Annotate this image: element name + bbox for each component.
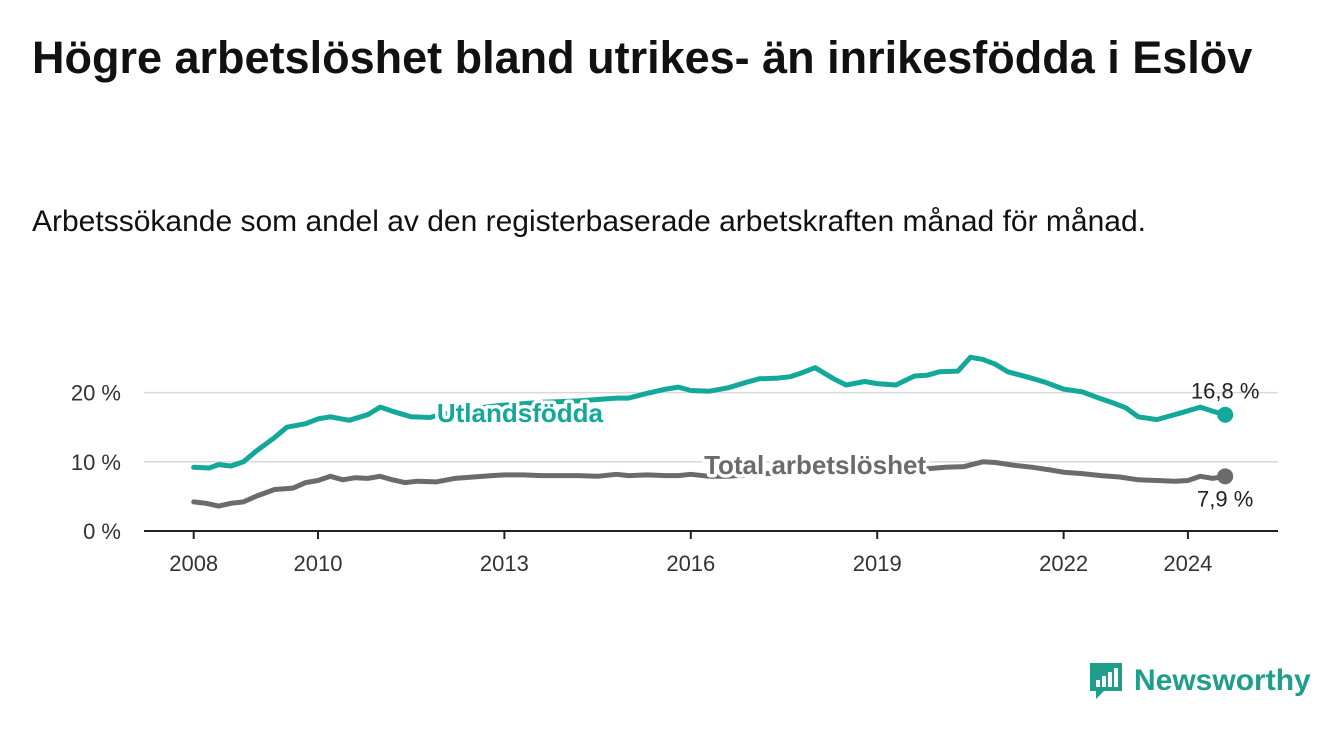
- y-tick-label: 10 %: [71, 450, 121, 475]
- series-end-marker-total-arbetsloshet: [1217, 468, 1234, 485]
- newsworthy-logo-icon: [1090, 663, 1122, 699]
- series-label-total-arbetsloshet: Total arbetslöshet: [704, 450, 926, 480]
- series-end-marker-utlandsfodda: [1217, 406, 1234, 423]
- x-tick-label: 2022: [1039, 551, 1088, 576]
- newsworthy-logo[interactable]: Newsworthy: [1088, 660, 1311, 702]
- series-label-utlandsfodda: Utlandsfödda: [437, 398, 604, 428]
- x-tick-label: 2019: [853, 551, 902, 576]
- x-tick-label: 2016: [666, 551, 715, 576]
- series-line-total-arbetsloshet: [191, 459, 1228, 509]
- series-end-label-utlandsfodda: 16,8 %: [1191, 379, 1260, 404]
- newsworthy-logo-text: Newsworthy: [1134, 664, 1311, 697]
- chart-subtitle: Arbetssökande som andel av den registerb…: [32, 205, 1146, 238]
- y-tick-label: 20 %: [71, 381, 121, 406]
- y-tick-label: 0 %: [83, 519, 121, 544]
- x-tick-label: 2024: [1163, 551, 1212, 576]
- x-tick-label: 2013: [480, 551, 529, 576]
- series-line-utlandsfodda: [191, 354, 1228, 471]
- x-tick-label: 2008: [169, 551, 218, 576]
- chart-title: Högre arbetslöshet bland utrikes- än inr…: [32, 32, 1253, 83]
- x-tick-label: 2010: [294, 551, 343, 576]
- series-end-label-total-arbetsloshet: 7,9 %: [1197, 486, 1253, 511]
